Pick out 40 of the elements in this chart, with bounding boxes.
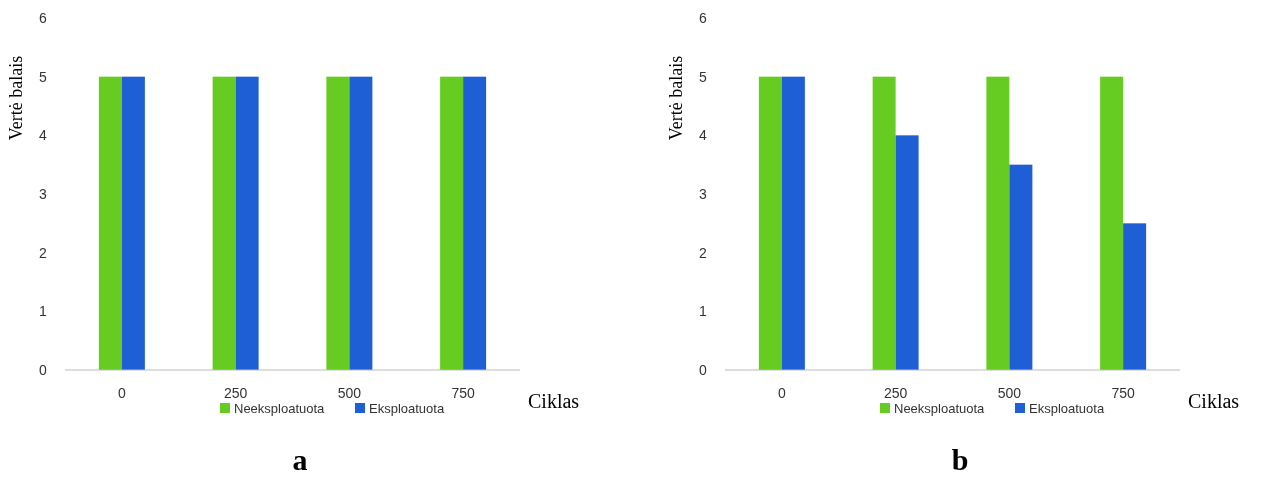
x-tick-label: 750 <box>451 385 476 401</box>
y-tick-label: 6 <box>39 9 48 26</box>
y-tick-label: 5 <box>39 68 48 85</box>
y-tick-label: 4 <box>39 127 48 144</box>
y-tick-label: 3 <box>699 185 708 202</box>
bar <box>1009 164 1033 370</box>
y-tick-label: 0 <box>699 361 708 378</box>
bar <box>1123 223 1147 370</box>
y-tick-label: 4 <box>699 127 708 144</box>
bar <box>1100 76 1124 370</box>
x-tick-label: 750 <box>1111 385 1136 401</box>
bar <box>986 76 1010 370</box>
x-tick-label: 0 <box>117 385 126 401</box>
y-tick-label: 2 <box>699 244 708 261</box>
x-tick-label: 500 <box>337 385 362 401</box>
y-tick-label: 6 <box>699 9 708 26</box>
text: b <box>951 443 969 476</box>
bar <box>758 76 782 370</box>
x-tick-label: 250 <box>223 385 248 401</box>
x-tick-label: 250 <box>883 385 908 401</box>
legend-label: Eksploatuota <box>1029 400 1105 416</box>
x-tick-label: 0 <box>777 385 786 401</box>
y-tick-label: 1 <box>39 303 48 320</box>
bar <box>781 76 805 370</box>
y-tick-label: 2 <box>39 244 48 261</box>
x-axis-title: Ciklas <box>1188 390 1240 412</box>
legend-label: Eksploatuota <box>369 400 445 416</box>
x-axis-title: Ciklas <box>528 390 580 412</box>
y-axis-title: Vertė balais <box>6 55 26 141</box>
legend-label: Neeksploatuota <box>894 400 986 416</box>
bar <box>872 76 896 370</box>
x-tick-label: 500 <box>997 385 1022 401</box>
bar <box>895 135 919 370</box>
text: a <box>292 443 308 476</box>
y-axis-title: Vertė balais <box>666 55 686 141</box>
y-tick-label: 0 <box>39 361 48 378</box>
y-tick-label: 3 <box>39 185 48 202</box>
y-tick-label: 5 <box>699 68 708 85</box>
legend-label: Neeksploatuota <box>234 400 326 416</box>
y-tick-label: 1 <box>699 303 708 320</box>
